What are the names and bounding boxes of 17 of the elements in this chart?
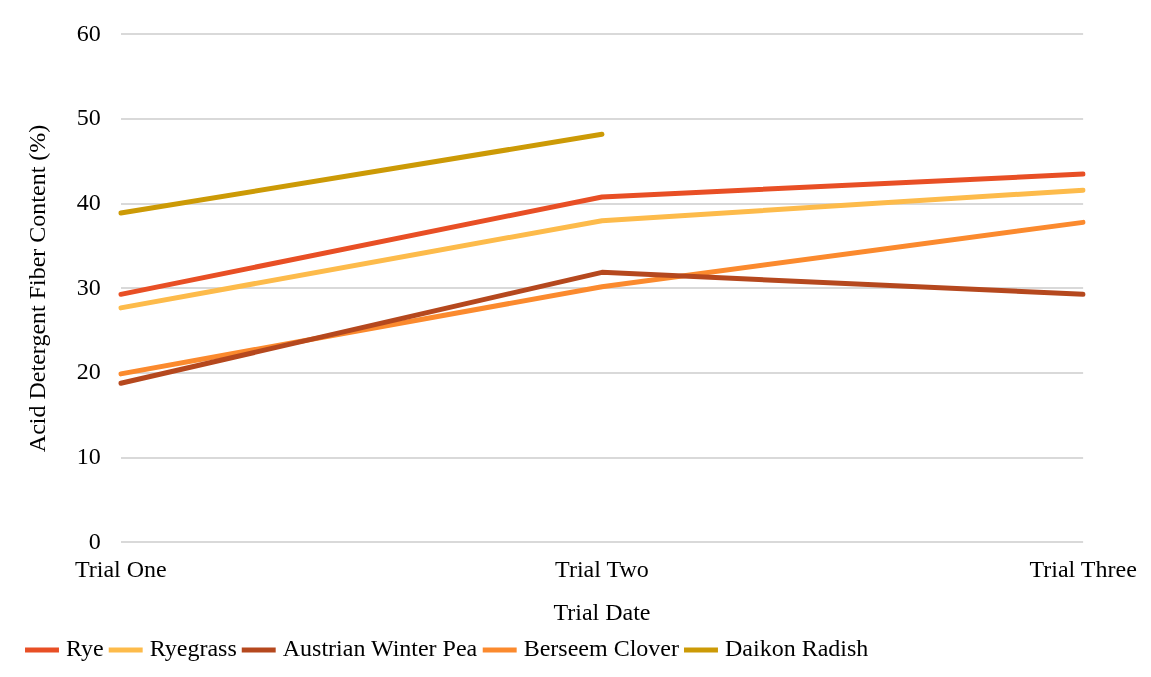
y-tick-label: 0 (88, 527, 101, 554)
y-tick-label: 60 (76, 19, 101, 46)
legend-label: Austrian Winter Pea (282, 635, 478, 662)
y-tick-label: 40 (76, 189, 101, 216)
y-tick-label: 10 (76, 443, 101, 470)
x-axis-title: Trial Date (553, 598, 651, 625)
x-tick-label: Trial One (74, 556, 167, 583)
x-tick-label: Trial Two (555, 556, 649, 583)
legend-label: Ryegrass (149, 635, 237, 662)
y-tick-label: 30 (76, 273, 101, 300)
legend-label: Berseem Clover (523, 635, 679, 662)
y-tick-label: 20 (76, 358, 101, 385)
y-axis-title: Acid Detergent Fiber Content (%) (23, 124, 50, 453)
x-tick-label: Trial Three (1029, 556, 1137, 583)
y-tick-label: 50 (76, 104, 101, 131)
legend-label: Rye (66, 635, 104, 662)
legend-label: Daikon Radish (724, 635, 869, 662)
